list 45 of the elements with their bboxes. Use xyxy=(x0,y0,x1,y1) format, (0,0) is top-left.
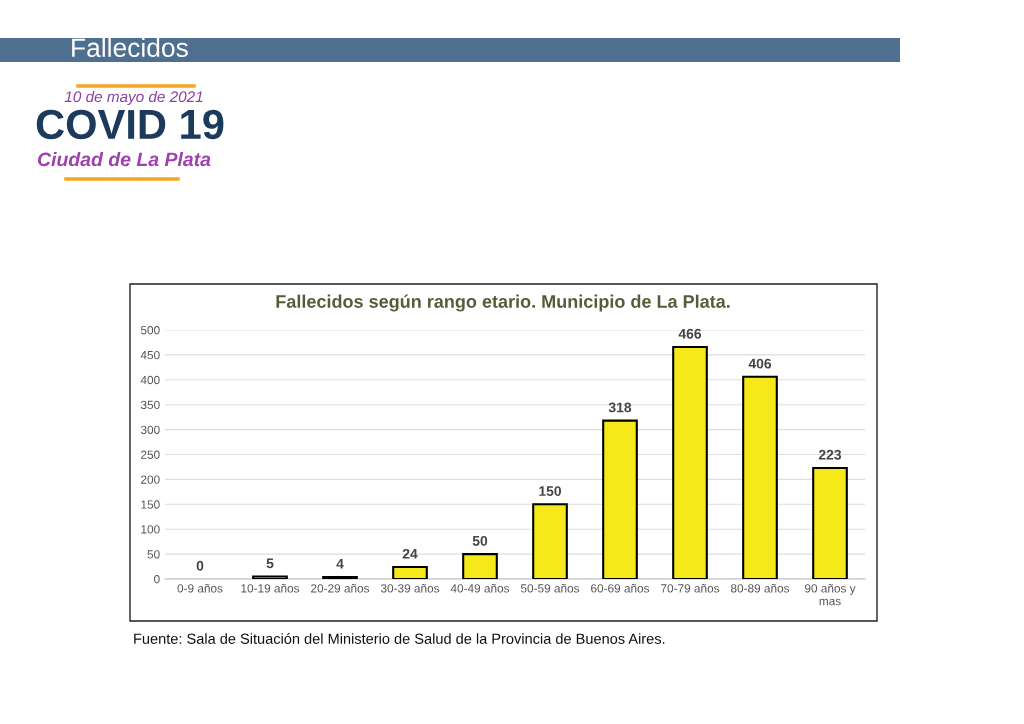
text: COVID 19 xyxy=(36,109,224,140)
y-tick-label: 100 xyxy=(141,525,160,534)
y-tick-label: 50 xyxy=(147,550,160,559)
data-label: 318 xyxy=(608,402,632,413)
x-tick-label: 50-59 años xyxy=(520,583,580,593)
data-label: 4 xyxy=(336,559,344,569)
bar xyxy=(532,503,568,579)
bar xyxy=(252,575,288,579)
data-label: 24 xyxy=(402,548,418,559)
data-label: 0 xyxy=(196,560,204,571)
bar xyxy=(462,553,498,579)
bar xyxy=(602,419,638,579)
bar xyxy=(812,466,848,579)
bar xyxy=(392,566,428,579)
y-tick-label: 150 xyxy=(141,500,160,509)
data-label: 466 xyxy=(678,328,702,339)
text: Ciudad de La Plata xyxy=(37,151,211,167)
data-label: 5 xyxy=(266,558,274,569)
data-label: 406 xyxy=(748,358,772,369)
x-tick-label: 60-69 años xyxy=(591,583,650,593)
x-tick-label: 40-49 años xyxy=(450,583,510,593)
text: 10 de mayo de 2021 xyxy=(64,90,203,106)
x-tick-label: 70-79 años xyxy=(661,583,720,593)
y-tick-label: 0 xyxy=(154,575,160,584)
x-tick-label: 20-29 años xyxy=(311,583,370,593)
y-tick-label: 250 xyxy=(141,450,160,459)
y-tick-label: 400 xyxy=(140,375,160,385)
x-tick-label: 80-89 años xyxy=(730,583,790,593)
y-tick-label: 300 xyxy=(140,425,160,434)
bar xyxy=(742,375,778,579)
chart-title: Fallecidos según rango etario. Municipio de La Plata. xyxy=(276,294,730,312)
y-tick-label: 500 xyxy=(140,326,160,335)
y-tick-label: 200 xyxy=(141,475,160,484)
x-tick-label: 90 años y mas xyxy=(804,583,856,606)
data-label: 223 xyxy=(818,449,842,460)
x-tick-label: 0-9 años xyxy=(177,583,223,593)
data-label: 150 xyxy=(539,486,562,496)
bar xyxy=(672,345,708,579)
source-note: Fuente: Sala de Situación del Ministerio de Salud de la Provincia de Buenos Aires. xyxy=(134,633,665,644)
y-tick-label: 350 xyxy=(140,400,160,410)
y-tick-label: 450 xyxy=(140,350,160,360)
text: Fallecidos xyxy=(72,37,188,58)
data-label: 50 xyxy=(472,535,488,546)
x-tick-label: 10-19 años xyxy=(241,583,300,593)
x-tick-label: 30-39 años xyxy=(380,583,440,593)
